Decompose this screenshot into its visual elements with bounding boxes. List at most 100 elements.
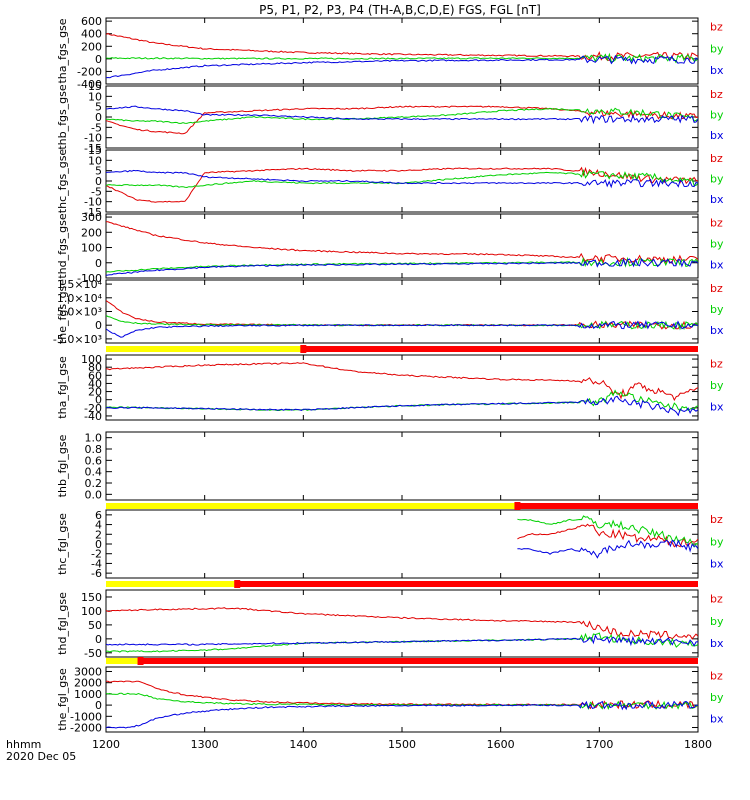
series-by xyxy=(106,107,698,124)
y-tick-label: 0.4 xyxy=(85,466,103,479)
legend-bx: bx xyxy=(710,259,724,272)
state-bar-yellow xyxy=(106,346,304,352)
series-by xyxy=(106,315,698,331)
x-tick-label: 1300 xyxy=(191,738,219,751)
y-tick-label: 10 xyxy=(88,154,102,167)
legend-bz: bz xyxy=(710,216,723,229)
series-by xyxy=(517,515,698,548)
y-tick-label: -100 xyxy=(77,272,102,285)
state-bar-red xyxy=(517,503,698,509)
y-tick-label: 20 xyxy=(88,386,102,399)
y-tick-label: 0.2 xyxy=(85,477,103,490)
y-tick-label: 60 xyxy=(88,369,102,382)
legend-bx: bx xyxy=(710,324,724,337)
panel-frame xyxy=(105,213,699,279)
legend-bx: bx xyxy=(710,712,724,725)
y-tick-label: -6 xyxy=(91,567,102,580)
x-tick-label: 1200 xyxy=(92,738,120,751)
series-by xyxy=(106,52,698,64)
series-bx xyxy=(106,700,698,729)
x-tick-label: 1500 xyxy=(388,738,416,751)
y-tick-label: 400 xyxy=(81,28,102,41)
y-tick-label: 5 xyxy=(95,165,102,178)
legend-bz: bz xyxy=(710,21,723,34)
y-tick-label: -2000 xyxy=(70,722,102,735)
panel-thb_fgl_gse: 1.00.80.60.40.20.0 thb_fgl_gse xyxy=(56,431,699,501)
series-by xyxy=(106,692,698,711)
panel-frame xyxy=(105,589,699,658)
state-bar-red xyxy=(140,658,699,664)
y-tick-label: -5 xyxy=(91,121,102,134)
legend-bz: bz xyxy=(710,152,723,165)
series-bx xyxy=(106,169,698,189)
y-tick-label: 50 xyxy=(88,619,102,632)
legend-bx: bx xyxy=(710,637,724,650)
state-bar-thb_fgl_gse xyxy=(106,502,698,510)
state-bar-marker xyxy=(514,502,521,510)
y-tick-label: -2 xyxy=(91,548,102,561)
y-tick-label: 6 xyxy=(95,509,102,522)
state-bar-thc_fgl_gse xyxy=(106,580,698,588)
series-by xyxy=(106,168,698,189)
series-bx xyxy=(106,395,698,417)
series-bx xyxy=(106,634,698,647)
y-tick-label: 0 xyxy=(95,699,102,712)
y-axis-label: tha_fgs_gse xyxy=(56,18,69,83)
y-tick-label: 3000 xyxy=(74,665,102,678)
y-tick-label: 2 xyxy=(95,528,102,541)
y-tick-label: -5 xyxy=(91,185,102,198)
series-bx xyxy=(106,54,698,79)
series-bz xyxy=(106,362,698,402)
y-tick-label: 80 xyxy=(88,361,102,374)
x-tick-label: 1800 xyxy=(684,738,712,751)
legend-by: by xyxy=(710,109,724,122)
y-tick-label: 0 xyxy=(95,394,102,407)
y-tick-label: 200 xyxy=(81,40,102,53)
x-tick-label: 1700 xyxy=(585,738,613,751)
series-bz xyxy=(106,166,698,203)
y-tick-label: -5.0×10³ xyxy=(53,333,102,346)
y-tick-label: 40 xyxy=(88,377,102,390)
panel-frame xyxy=(105,17,699,85)
y-tick-label: -4 xyxy=(91,557,102,570)
state-bar-yellow xyxy=(106,503,518,509)
series-bx xyxy=(106,319,698,338)
legend-bz: bz xyxy=(710,282,723,295)
y-tick-label: 15 xyxy=(88,144,102,157)
state-bar-red xyxy=(237,581,698,587)
legend-by: by xyxy=(710,42,724,55)
plot-title: P5, P1, P2, P3, P4 (TH-A,B,C,D,E) FGS, F… xyxy=(259,3,541,17)
legend-bx: bx xyxy=(710,558,724,571)
legend-by: by xyxy=(710,615,724,628)
y-tick-label: 0 xyxy=(95,111,102,124)
x-axis-label-hhmm: hhmm xyxy=(6,738,41,751)
y-axis-label: thc_fgs_gse xyxy=(56,149,69,214)
y-tick-label: 1.0 xyxy=(85,432,103,445)
panel-frame xyxy=(105,431,699,501)
y-tick-label: -200 xyxy=(77,65,102,78)
y-tick-label: 2000 xyxy=(74,677,102,690)
legend-bx: bx xyxy=(710,193,724,206)
series-bx xyxy=(106,257,698,276)
series-bz xyxy=(517,523,698,548)
series-bz xyxy=(106,607,698,640)
y-axis-label: thc_fgl_gse xyxy=(56,513,69,575)
y-tick-label: -400 xyxy=(77,78,102,91)
state-bar-the_fgs_gse xyxy=(106,345,698,353)
y-tick-label: 100 xyxy=(81,242,102,255)
legend-by: by xyxy=(710,237,724,250)
series-bx xyxy=(106,105,698,125)
y-tick-label: 0 xyxy=(95,538,102,551)
y-axis-label: the_fgl_gse xyxy=(56,668,69,731)
x-axis-label-date: 2020 Dec 05 xyxy=(6,750,76,763)
y-tick-label: 5.0×10³ xyxy=(57,306,102,319)
legend-by: by xyxy=(710,379,724,392)
y-tick-label: -10 xyxy=(84,132,102,145)
